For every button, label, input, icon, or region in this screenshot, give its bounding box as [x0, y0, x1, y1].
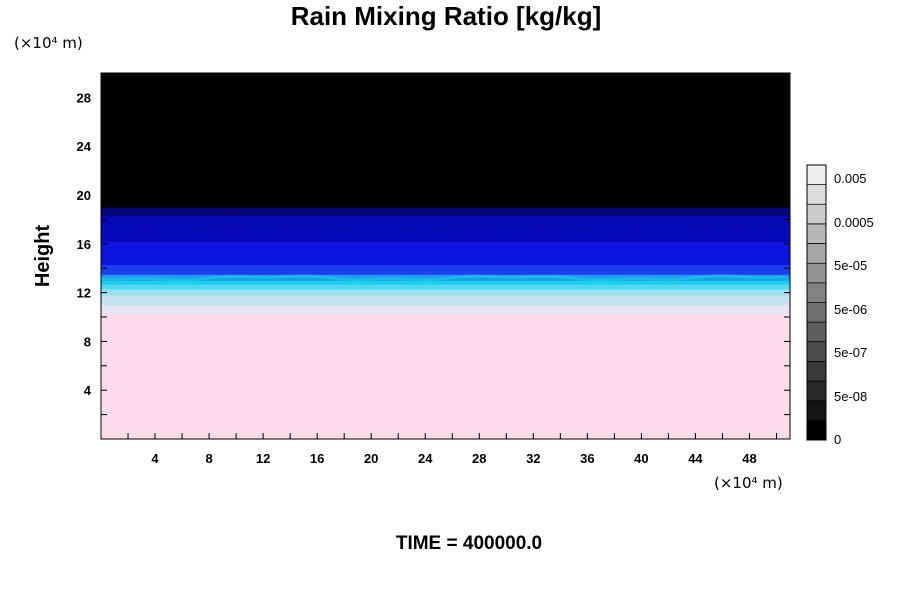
colorbar-label: 5e-08	[834, 389, 867, 404]
x-tick-label: 28	[472, 451, 486, 466]
y-axis-unit: (×10⁴ m)	[14, 34, 83, 52]
x-axis-unit: (×10⁴ m)	[714, 474, 783, 492]
colorbar-segment	[807, 322, 826, 343]
y-axis-label: Height	[32, 225, 54, 288]
colorbar-segment	[807, 282, 826, 303]
heatmap-layer-7	[101, 264, 790, 275]
colorbar-segment	[807, 223, 826, 244]
colorbar-segment	[807, 341, 826, 362]
wave-cyan	[100, 274, 786, 282]
y-tick-label: 12	[77, 286, 91, 301]
heatmap-layer-11	[101, 73, 790, 208]
time-label: TIME = 400000.0	[396, 533, 542, 554]
x-tick-label: 20	[364, 451, 378, 466]
x-tick-label: 44	[688, 451, 703, 466]
y-tick-label: 8	[84, 334, 91, 349]
heatmap-layer-9	[101, 215, 790, 242]
heatmap-layer-3	[101, 288, 790, 296]
colorbar-label: 0.005	[834, 171, 867, 186]
y-tick-label: 28	[77, 90, 91, 105]
heatmap-field	[101, 73, 790, 440]
x-tick-label: 8	[205, 451, 212, 466]
heatmap-layer-1	[101, 304, 790, 314]
plot-frame	[100, 72, 791, 440]
colorbar-frame	[806, 164, 827, 441]
heatmap-layer-2	[101, 295, 790, 306]
y-tick-label: 24	[77, 139, 92, 154]
colorbar-segment	[807, 204, 826, 225]
x-tick-label: 4	[151, 451, 159, 466]
y-tick-label: 20	[77, 188, 91, 203]
colorbar-segment	[807, 165, 826, 185]
x-tick-label: 32	[526, 451, 540, 466]
colorbar-segment	[807, 420, 826, 441]
colorbar-label: 5e-07	[834, 345, 867, 360]
y-tick-label: 4	[84, 383, 92, 398]
colorbar-label: 0.0005	[834, 215, 874, 230]
x-tick-label: 36	[580, 451, 594, 466]
colorbar-segment	[807, 302, 826, 323]
y-tick-label: 16	[77, 237, 91, 252]
colorbar-segment	[807, 263, 826, 284]
heatmap-layer-4	[101, 284, 790, 290]
colorbar-label: 5e-06	[834, 302, 867, 317]
colorbar-segment	[807, 361, 826, 382]
chart-title: Rain Mixing Ratio [kg/kg]	[291, 1, 602, 31]
heatmap-layer-0	[101, 313, 790, 440]
wave-top	[100, 208, 786, 216]
heatmap-layer-5	[101, 280, 790, 285]
colorbar	[806, 164, 827, 441]
colorbar-segment	[807, 400, 826, 421]
x-tick-label: 24	[418, 451, 433, 466]
x-axis-ticks: 4 8 12 16 20 24 28 32 36 40 44 48	[127, 73, 777, 466]
wave-dark-blue	[100, 223, 786, 230]
x-tick-label: 40	[634, 451, 648, 466]
colorbar-segment	[807, 381, 826, 402]
heatmap-wave-features	[100, 208, 786, 282]
colorbar-segment	[807, 184, 826, 205]
x-tick-label: 12	[256, 451, 270, 466]
heatmap-layer-8	[101, 241, 790, 266]
x-tick-label: 16	[310, 451, 324, 466]
colorbar-segment	[807, 243, 826, 264]
colorbar-label: 0	[834, 432, 841, 447]
colorbar-label: 5e-05	[834, 258, 867, 273]
y-axis-ticks: 4 8 12 16 20 24 28	[77, 90, 790, 416]
x-tick-label: 48	[742, 451, 756, 466]
colorbar-labels: 0.005 0.0005 5e-05 5e-06 5e-07 5e-08 0	[834, 171, 874, 447]
